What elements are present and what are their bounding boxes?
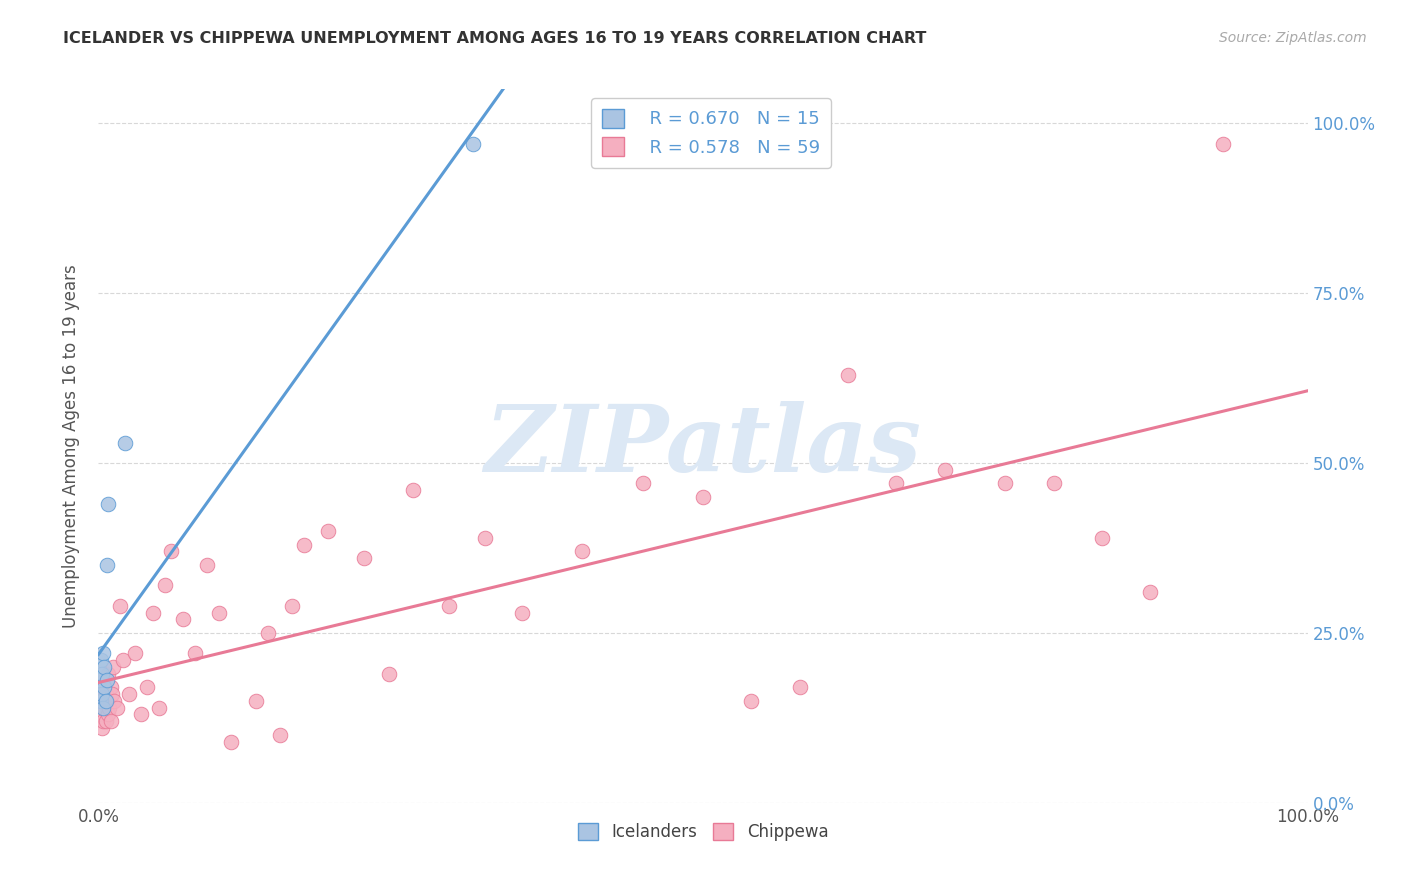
Point [91, 721, 114, 735]
Point [97, 707, 120, 722]
Point [96, 558, 118, 572]
Point [124, 646, 146, 660]
Point [692, 490, 714, 504]
Point [1212, 136, 1234, 151]
Point [93, 680, 115, 694]
Point [90, 694, 112, 708]
Point [245, 694, 267, 708]
Point [91, 680, 114, 694]
Point [91, 714, 114, 729]
Point [256, 626, 278, 640]
Point [1139, 585, 1161, 599]
Point [108, 599, 131, 613]
Point [886, 476, 908, 491]
Point [90, 694, 112, 708]
Point [97, 497, 120, 511]
Point [89, 707, 111, 722]
Point [91, 700, 114, 714]
Text: ZIPatlas: ZIPatlas [485, 401, 921, 491]
Point [221, 734, 243, 748]
Point [172, 612, 194, 626]
Point [96, 673, 118, 688]
Text: Source: ZipAtlas.com: Source: ZipAtlas.com [1219, 31, 1367, 45]
Point [160, 544, 183, 558]
Point [437, 599, 460, 613]
Point [148, 700, 170, 714]
Point [94, 714, 117, 729]
Point [89, 673, 111, 688]
Point [101, 660, 124, 674]
Point [93, 673, 115, 688]
Point [571, 544, 593, 558]
Point [114, 435, 136, 450]
Point [292, 537, 315, 551]
Point [184, 646, 207, 660]
Point [281, 599, 304, 613]
Point [789, 680, 811, 694]
Point [96, 694, 118, 708]
Point [377, 666, 399, 681]
Point [91, 666, 114, 681]
Point [118, 687, 141, 701]
Point [142, 606, 165, 620]
Point [100, 680, 122, 694]
Point [994, 476, 1017, 491]
Point [97, 666, 120, 681]
Point [402, 483, 425, 498]
Point [91, 687, 114, 701]
Point [135, 680, 157, 694]
Text: ICELANDER VS CHIPPEWA UNEMPLOYMENT AMONG AGES 16 TO 19 YEARS CORRELATION CHART: ICELANDER VS CHIPPEWA UNEMPLOYMENT AMONG… [63, 31, 927, 46]
Point [94, 687, 117, 701]
Point [195, 558, 218, 572]
Point [103, 694, 125, 708]
Point [631, 476, 654, 491]
Point [1091, 531, 1114, 545]
Point [463, 136, 485, 151]
Point [100, 687, 122, 701]
Point [1042, 476, 1064, 491]
Point [316, 524, 339, 538]
Point [94, 694, 117, 708]
Point [93, 660, 115, 674]
Point [98, 700, 121, 714]
Point [111, 653, 134, 667]
Point [740, 694, 762, 708]
Point [91, 646, 114, 660]
Point [105, 700, 128, 714]
Point [510, 606, 533, 620]
Point [353, 551, 375, 566]
Point [153, 578, 176, 592]
Y-axis label: Unemployment Among Ages 16 to 19 years: Unemployment Among Ages 16 to 19 years [62, 264, 80, 628]
Point [837, 368, 859, 382]
Point [934, 463, 956, 477]
Point [93, 700, 115, 714]
Legend: Icelanders, Chippewa: Icelanders, Chippewa [571, 816, 835, 848]
Point [129, 707, 152, 722]
Point [90, 653, 112, 667]
Point [474, 531, 496, 545]
Point [269, 728, 291, 742]
Point [208, 606, 231, 620]
Point [100, 714, 122, 729]
